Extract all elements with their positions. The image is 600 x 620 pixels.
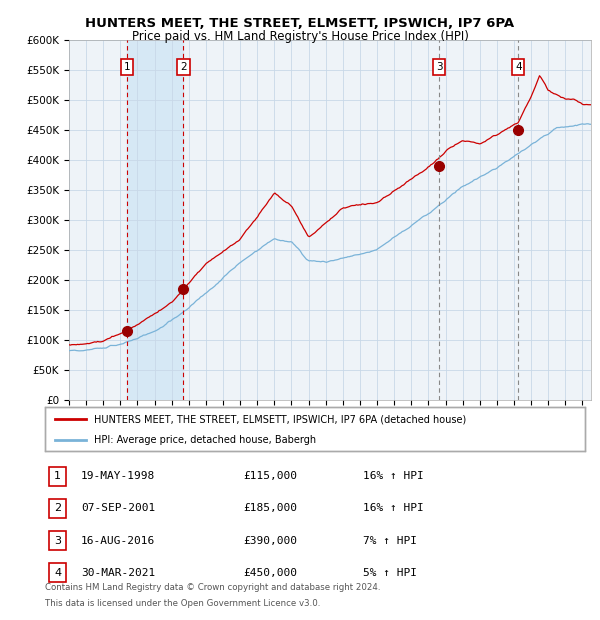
Text: 3: 3 [436, 62, 442, 73]
Text: £115,000: £115,000 [243, 471, 297, 481]
Text: 16% ↑ HPI: 16% ↑ HPI [363, 503, 424, 513]
Text: 07-SEP-2001: 07-SEP-2001 [81, 503, 155, 513]
Text: 4: 4 [515, 62, 521, 73]
Text: 3: 3 [54, 536, 61, 546]
Text: HUNTERS MEET, THE STREET, ELMSETT, IPSWICH, IP7 6PA: HUNTERS MEET, THE STREET, ELMSETT, IPSWI… [85, 17, 515, 30]
Text: £390,000: £390,000 [243, 536, 297, 546]
Text: 16-AUG-2016: 16-AUG-2016 [81, 536, 155, 546]
Text: HPI: Average price, detached house, Babergh: HPI: Average price, detached house, Babe… [94, 435, 316, 445]
Text: 7% ↑ HPI: 7% ↑ HPI [363, 536, 417, 546]
Text: £450,000: £450,000 [243, 568, 297, 578]
Text: 1: 1 [54, 471, 61, 481]
Text: 2: 2 [180, 62, 187, 73]
Text: 19-MAY-1998: 19-MAY-1998 [81, 471, 155, 481]
Text: This data is licensed under the Open Government Licence v3.0.: This data is licensed under the Open Gov… [45, 598, 320, 608]
Text: 2: 2 [54, 503, 61, 513]
Text: 16% ↑ HPI: 16% ↑ HPI [363, 471, 424, 481]
Text: Contains HM Land Registry data © Crown copyright and database right 2024.: Contains HM Land Registry data © Crown c… [45, 583, 380, 592]
Bar [127, 40, 184, 400]
Text: Price paid vs. HM Land Registry's House Price Index (HPI): Price paid vs. HM Land Registry's House … [131, 30, 469, 43]
Text: HUNTERS MEET, THE STREET, ELMSETT, IPSWICH, IP7 6PA (detached house): HUNTERS MEET, THE STREET, ELMSETT, IPSWI… [94, 414, 466, 424]
Text: 5% ↑ HPI: 5% ↑ HPI [363, 568, 417, 578]
Text: 4: 4 [54, 568, 61, 578]
Text: £185,000: £185,000 [243, 503, 297, 513]
Text: 1: 1 [124, 62, 130, 73]
Text: 30-MAR-2021: 30-MAR-2021 [81, 568, 155, 578]
